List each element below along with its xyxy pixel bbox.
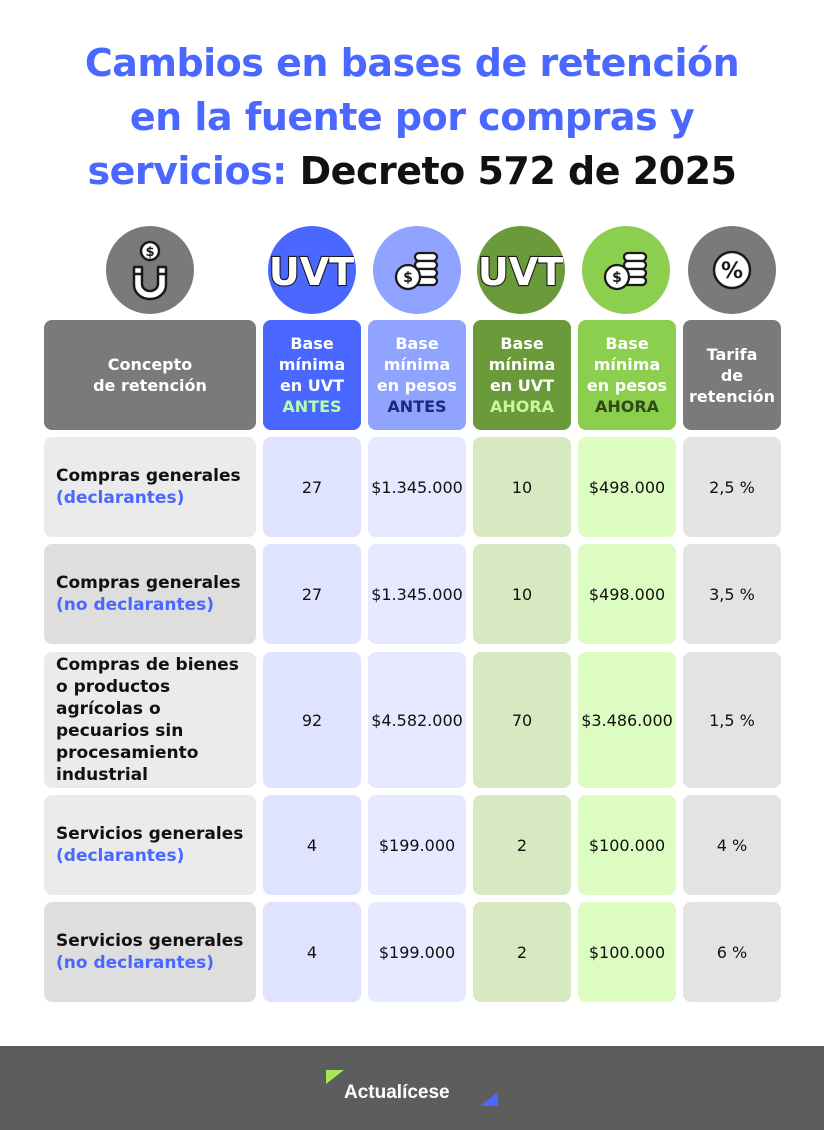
header-line: retención [689,386,775,406]
cell-uvt-antes: 4 [263,795,361,895]
uvt-ahora-icon: UVT [477,226,565,314]
header-line: Base [500,334,544,353]
cell-uvt-antes: 4 [263,902,361,1002]
header-line: mínima [383,355,451,374]
svg-text:$: $ [403,270,413,286]
header-line: Tarifa [706,344,758,364]
concept-text: Servicios generales [56,931,244,951]
header-line: en pesos [376,376,458,395]
cell-tarifa: 6 % [683,902,781,1002]
header-line: mínima [278,355,346,374]
cell-pesos-ahora: $100.000 [578,902,676,1002]
table-row-concept: Compras de bienes o productos agrícolas … [44,652,256,788]
cell-pesos-antes: $199.000 [368,902,466,1002]
svg-text:$: $ [145,245,154,260]
concept-qualifier: (no declarantes) [56,953,215,973]
header-line: Base [290,334,334,353]
header-line: en UVT [279,376,345,395]
concept-qualifier: (no declarantes) [56,595,215,615]
brand-logo[interactable]: Actualícese [344,1082,450,1103]
svg-text:%: % [721,259,743,284]
cell-uvt-ahora: 2 [473,902,571,1002]
cell-pesos-ahora: $100.000 [578,795,676,895]
brand-mark-blue-icon [480,1092,498,1106]
header-concepto: Concepto de retención [44,320,256,430]
header-line: Base [395,334,439,353]
cell-pesos-ahora: $3.486.000 [578,652,676,788]
header-antes-label: ANTES [282,397,342,416]
uvt-antes-icon: UVT [268,226,356,314]
header-tarifa: Tarifa de retención [683,320,781,430]
header-concepto-line: Concepto [107,355,193,374]
header-line: en pesos [586,376,668,395]
brand-mark-green-icon [326,1070,344,1084]
header-concepto-line: de retención [93,376,207,395]
cell-tarifa: 3,5 % [683,544,781,644]
cell-tarifa: 4 % [683,795,781,895]
table-row-concept: Compras generales (declarantes) [44,437,256,537]
header-uvt-ahora: Base mínima en UVT AHORA [473,320,571,430]
coins-antes-icon: $ [373,226,461,314]
title-line-2: en la fuente por compras y [129,95,695,139]
table-row-concept: Servicios generales (no declarantes) [44,902,256,1002]
header-pesos-antes: Base mínima en pesos ANTES [368,320,466,430]
table-row-concept: Servicios generales (declarantes) [44,795,256,895]
svg-text:UVT: UVT [270,250,354,294]
title-line-1: Cambios en bases de retención [84,41,740,85]
concept-text: Compras generales [56,573,241,593]
cell-pesos-antes: $1.345.000 [368,544,466,644]
cell-uvt-antes: 27 [263,544,361,644]
cell-uvt-antes: 27 [263,437,361,537]
cell-uvt-antes: 92 [263,652,361,788]
cell-uvt-ahora: 10 [473,544,571,644]
header-line: de [720,365,744,385]
cell-tarifa: 2,5 % [683,437,781,537]
header-antes-label: ANTES [387,397,447,416]
magnet-money-icon: $ [106,226,194,314]
concept-qualifier: (declarantes) [56,488,185,508]
concept-text: Compras de bienes o productos agrícolas … [56,655,239,785]
cell-pesos-antes: $199.000 [368,795,466,895]
cell-uvt-ahora: 10 [473,437,571,537]
concept-text: Compras generales [56,466,241,486]
page-title: Cambios en bases de retención en la fuen… [0,36,824,198]
title-line-3-blue: servicios: [87,149,287,193]
header-ahora-label: AHORA [594,397,660,416]
header-line: Base [605,334,649,353]
title-line-3-black: Decreto 572 de 2025 [299,149,737,193]
title-line-3: servicios: Decreto 572 de 2025 [0,144,824,198]
cell-pesos-ahora: $498.000 [578,437,676,537]
svg-text:UVT: UVT [479,250,563,294]
cell-uvt-ahora: 2 [473,795,571,895]
footer-bar [0,1046,824,1130]
concept-qualifier: (declarantes) [56,846,185,866]
table-row-concept: Compras generales (no declarantes) [44,544,256,644]
cell-pesos-ahora: $498.000 [578,544,676,644]
header-uvt-antes: Base mínima en UVT ANTES [263,320,361,430]
concept-text: Servicios generales [56,824,244,844]
cell-tarifa: 1,5 % [683,652,781,788]
header-line: mínima [593,355,661,374]
header-line: en UVT [489,376,555,395]
coins-ahora-icon: $ [582,226,670,314]
svg-text:$: $ [612,270,622,286]
cell-pesos-antes: $4.582.000 [368,652,466,788]
header-ahora-label: AHORA [489,397,555,416]
header-pesos-ahora: Base mínima en pesos AHORA [578,320,676,430]
header-line: mínima [488,355,556,374]
percent-icon: % [688,226,776,314]
cell-pesos-antes: $1.345.000 [368,437,466,537]
cell-uvt-ahora: 70 [473,652,571,788]
